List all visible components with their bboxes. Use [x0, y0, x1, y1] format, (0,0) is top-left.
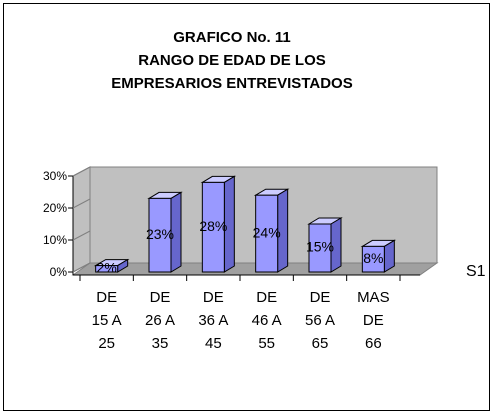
y-tick-label: 10% [43, 233, 67, 247]
bar [308, 223, 332, 273]
wall-grid-line [72, 166, 91, 177]
value-label: 8% [363, 250, 383, 266]
x-tick-label-line: 45 [205, 335, 222, 352]
x-tick-label-line: 25 [98, 335, 115, 352]
wall-grid-line [72, 262, 91, 273]
x-tick-label-line: 26 A [145, 312, 175, 329]
value-label: 15% [306, 239, 334, 255]
x-tick-label: DE 46 A 55 [252, 289, 282, 352]
bar [201, 181, 225, 273]
x-tick-label-line: 36 A [198, 312, 228, 329]
value-label: 24% [253, 224, 281, 240]
x-tick-label-line: DE [96, 289, 117, 306]
bar-side [383, 239, 395, 273]
bar [361, 245, 385, 273]
x-tick-label: DE 36 A 45 [198, 289, 228, 352]
x-tick-label: DE 56 A 65 [305, 289, 335, 352]
x-tick-label-line: 55 [258, 335, 275, 352]
value-label: 23% [146, 226, 174, 242]
y-tick-label: 0% [50, 265, 68, 279]
y-tick-label: 20% [43, 201, 67, 215]
x-tick-label-line: DE [256, 289, 277, 306]
x-tick-label-line: DE [150, 289, 171, 306]
chart-title: EMPRESARIOS ENTREVISTADOS [111, 75, 352, 92]
bar [95, 265, 119, 273]
x-tick-label-line: DE [310, 289, 331, 306]
x-tick-label-line: DE [363, 312, 384, 329]
x-tick-label-line: 46 A [252, 312, 282, 329]
x-tick-label-line: 35 [152, 335, 169, 352]
chart-title: GRAFICO No. 11 [173, 29, 291, 46]
x-tick-label: DE 26 A 35 [145, 289, 175, 352]
x-tick-label-line: DE [203, 289, 224, 306]
x-tick-label-line: MAS [357, 289, 390, 306]
wall-grid-line [72, 198, 91, 209]
value-label: 2% [97, 260, 117, 276]
legend-label: S1 [466, 263, 486, 280]
wall-grid-line [72, 230, 91, 241]
x-tick-label-line: 66 [365, 335, 382, 352]
value-label: 28% [199, 218, 227, 234]
bar [255, 194, 279, 273]
x-tick-label: MAS DE 66 [357, 289, 390, 352]
chart-title: RANGO DE EDAD DE LOS [138, 52, 326, 69]
x-tick-label-line: 56 A [305, 312, 335, 329]
x-tick-label: DE 15 A 25 [92, 289, 122, 352]
side-wall [72, 166, 91, 273]
bar [148, 197, 172, 273]
x-tick-label-line: 65 [312, 335, 329, 352]
y-tick-label: 30% [43, 169, 67, 183]
x-tick-label-line: 15 A [92, 312, 122, 329]
